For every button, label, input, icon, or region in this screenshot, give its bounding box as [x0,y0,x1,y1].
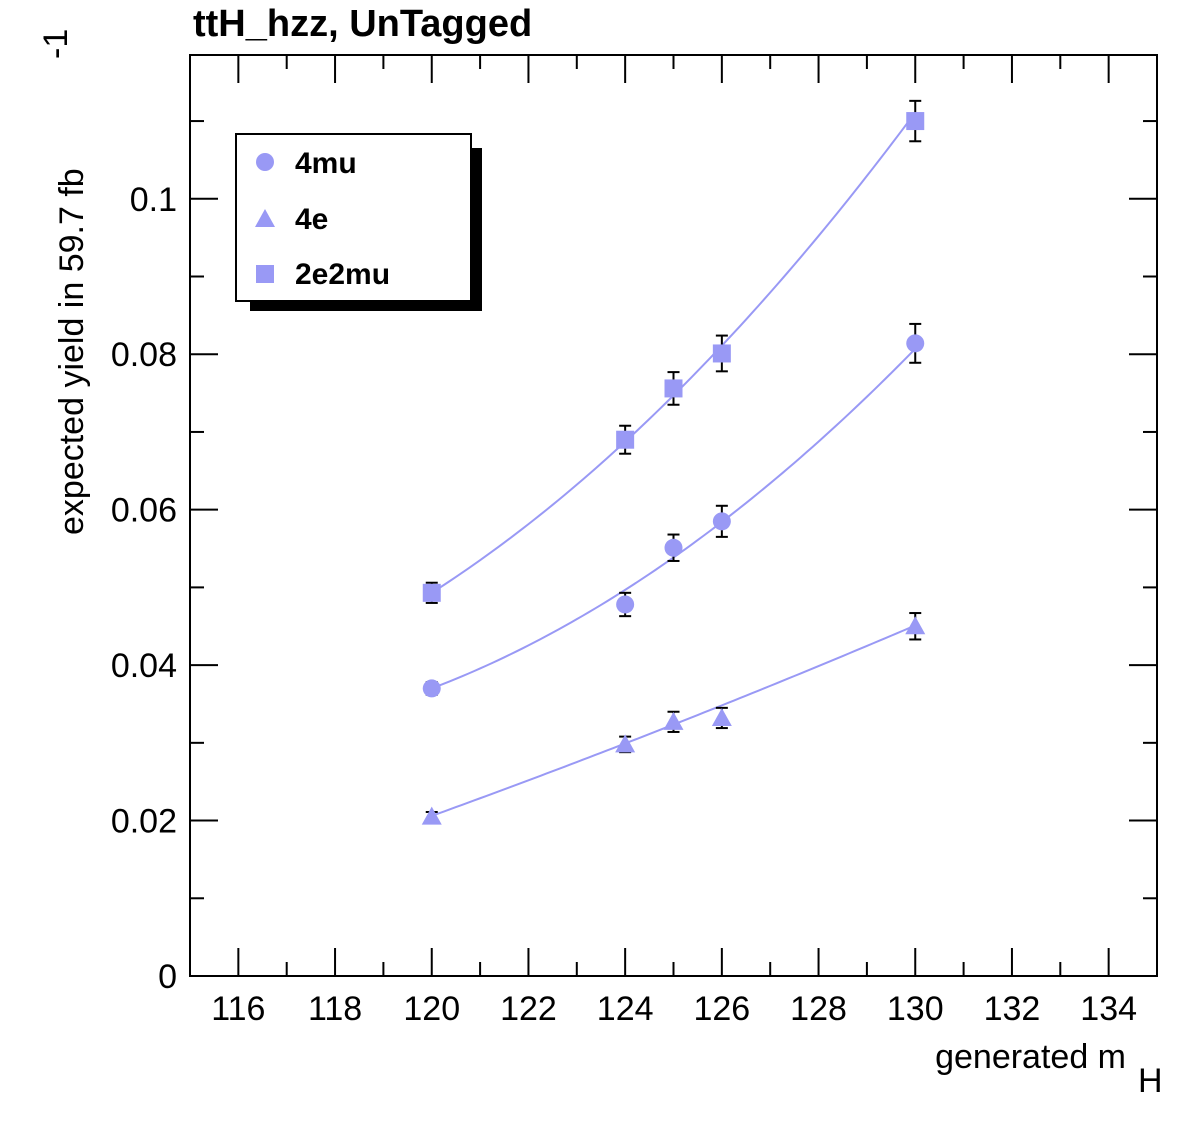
x-tick-label: 134 [1080,990,1137,1028]
data-point-4mu [422,679,441,698]
legend-label-2e2mu: 2e2mu [295,258,390,291]
data-markers [421,112,926,825]
x-tick-label: 130 [887,990,944,1028]
y-tick-label: 0.1 [130,181,177,219]
data-point-4e [905,616,926,635]
x-axis-label: generated m [935,1038,1126,1076]
legend-marker-4e [255,209,275,227]
y-axis-label-superscript: -1 [37,29,75,59]
y-axis-label: expected yield in 59.7 fb [53,168,91,535]
y-tick-label: 0.06 [111,492,177,530]
y-tick-label: 0.02 [111,803,177,841]
x-axis-label-subscript: H [1138,1062,1163,1100]
x-tick-labels: 116 118 120 122 124 126 128 130 132 134 [211,990,1137,1028]
x-tick-label: 118 [308,990,362,1028]
legend-box [235,133,472,302]
data-point-2e2mu [422,583,441,602]
data-point-2e2mu [664,379,683,398]
axis-ticks [189,55,1158,977]
y-tick-labels: 0 0.02 0.04 0.06 0.08 0.1 [111,181,177,996]
data-point-2e2mu [616,430,635,449]
data-point-4mu [616,595,635,614]
x-tick-label: 132 [984,990,1041,1028]
legend-marker-4mu [256,153,274,171]
x-tick-label: 128 [790,990,847,1028]
data-point-4mu [664,538,683,557]
fit-curves [431,111,917,817]
y-tick-label: 0 [158,958,177,996]
x-tick-label: 126 [693,990,750,1028]
x-tick-label: 124 [597,990,654,1028]
data-point-4mu [906,334,925,353]
data-point-2e2mu [712,344,731,363]
data-point-4e [615,734,636,753]
data-point-2e2mu [906,112,925,131]
x-tick-label: 120 [403,990,460,1028]
legend: 4mu 4e 2e2mu [235,133,482,311]
data-point-4e [711,707,732,726]
data-point-4e [421,806,442,825]
data-point-4e [663,711,684,730]
y-axis-label-group: expected yield in 59.7 fb -1 [37,29,91,535]
y-tick-label: 0.08 [111,336,177,374]
y-tick-label: 0.04 [111,647,177,685]
x-tick-label: 122 [500,990,557,1028]
legend-label-4e: 4e [295,203,328,236]
x-tick-label: 116 [211,990,265,1028]
legend-markers [255,153,275,283]
fit-curve-2e2mu [431,111,917,594]
data-point-4mu [712,512,731,531]
chart-title: ttH_hzz, UnTagged [193,3,532,45]
legend-marker-2e2mu [256,265,274,283]
legend-label-4mu: 4mu [295,147,357,180]
